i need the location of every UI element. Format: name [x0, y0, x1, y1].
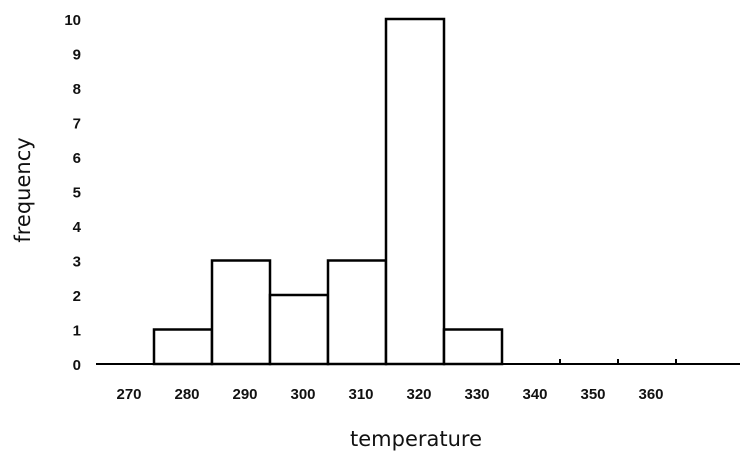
- y-tick-label: 8: [73, 81, 81, 98]
- x-tick-label: 340: [522, 386, 547, 403]
- y-tick-label: 7: [73, 116, 81, 133]
- y-tick-label: 0: [73, 357, 81, 374]
- y-tick-label: 1: [73, 323, 81, 340]
- x-tick-label: 290: [232, 386, 257, 403]
- x-tick-label: 310: [348, 386, 373, 403]
- y-tick-label: 9: [73, 47, 81, 64]
- x-tick-label: 300: [290, 386, 315, 403]
- y-tick-label: 10: [64, 12, 81, 29]
- bars-group: [152, 17, 504, 366]
- x-tick-labels: 270 280 290 300 310 320 330 340 350 360: [116, 359, 677, 403]
- bar-330: [442, 328, 504, 366]
- bar-310: [326, 259, 388, 366]
- y-tick-label: 5: [73, 185, 81, 202]
- y-tick-label: 2: [73, 288, 81, 305]
- bar-280: [152, 328, 214, 366]
- x-tick-label: 350: [580, 386, 605, 403]
- y-axis-title: frequency: [11, 137, 35, 242]
- x-tick-label: 320: [406, 386, 431, 403]
- bar-320: [384, 17, 446, 366]
- y-tick-label: 4: [73, 219, 82, 236]
- bar-290: [210, 259, 272, 366]
- x-tick-label: 280: [174, 386, 199, 403]
- x-tick-label: 270: [116, 386, 141, 403]
- bar-300: [268, 293, 330, 366]
- y-tick-label: 6: [73, 150, 81, 167]
- y-tick-labels: 0 1 2 3 4 5 6 7 8 9 10: [64, 12, 81, 374]
- x-tick-label: 330: [464, 386, 489, 403]
- x-tick-label: 360: [638, 386, 663, 403]
- y-tick-label: 3: [73, 254, 81, 271]
- x-axis-title: temperature: [350, 427, 482, 451]
